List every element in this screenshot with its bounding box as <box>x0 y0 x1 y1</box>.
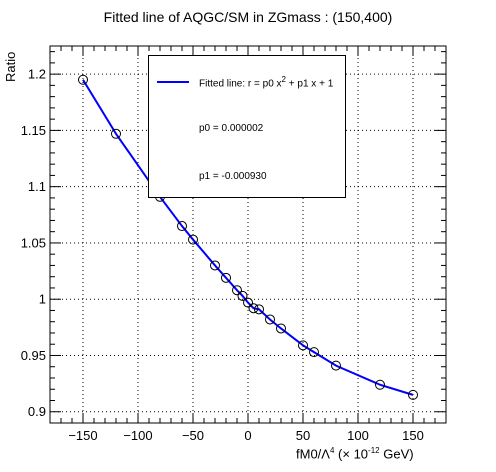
x-axis-label: fM0/Λ4 (× 10-12 GeV) <box>296 446 414 461</box>
data-point <box>408 389 418 400</box>
data-point <box>265 314 275 325</box>
x-tick-label: 0 <box>244 428 251 443</box>
y-tick-label: 1.05 <box>21 235 46 250</box>
data-point <box>221 272 231 283</box>
data-point <box>237 290 248 301</box>
legend-fit-label: Fitted line: r = p0 x2 + p1 x + 1 <box>199 75 333 89</box>
y-tick-label: 1.2 <box>28 67 46 82</box>
x-tick-label: −100 <box>123 428 152 443</box>
legend-fit-line-swatch <box>157 81 189 83</box>
data-point <box>111 128 121 139</box>
axis-ticks <box>49 46 447 424</box>
data-point <box>232 285 242 296</box>
y-tick-label: 0.95 <box>21 348 46 363</box>
legend: Fitted line: r = p0 x2 + p1 x + 1 p0 = 0… <box>148 55 346 198</box>
legend-p0-value: p0 = 0.000002 <box>199 123 264 134</box>
x-axis-label-middle: (× 10 <box>334 446 369 462</box>
chart-title: Fitted line of AQGC/SM in ZGmass : (150,… <box>103 9 393 25</box>
x-tick-label: 150 <box>402 428 424 443</box>
legend-fit-label-exponent: 2 <box>281 75 286 84</box>
data-point <box>177 221 187 232</box>
x-axis-label-exponent: -12 <box>368 446 380 455</box>
legend-p1-value: p1 = -0.000930 <box>199 171 267 182</box>
x-axis-label-prefix: fM0/ <box>296 446 322 462</box>
y-axis-label: Ratio <box>3 51 18 82</box>
data-point <box>375 379 385 390</box>
x-tick-label: −150 <box>68 428 97 443</box>
data-point <box>298 340 308 351</box>
y-tick-label: 1.1 <box>28 179 46 194</box>
legend-fit-label-suffix: + p1 x + 1 <box>286 78 334 90</box>
x-axis-label-suffix: GeV) <box>379 446 414 462</box>
data-point <box>78 74 88 85</box>
data-point <box>248 303 259 314</box>
x-axis-label-lambda: Λ <box>321 446 330 462</box>
legend-fit-label-prefix: Fitted line: r = p0 x <box>199 78 282 90</box>
data-point <box>243 297 253 308</box>
x-tick-label: −50 <box>182 428 204 443</box>
x-axis-label-exponent-4: 4 <box>329 446 335 455</box>
fit-line <box>82 79 414 396</box>
tick-labels: −150 −100 −50 0 50 100 150 0.9 0.95 1 1.05 1.1 1.15 1… <box>21 67 424 443</box>
data-point <box>276 323 286 334</box>
y-tick-label: 1.15 <box>21 123 46 138</box>
x-tick-label: 50 <box>296 428 310 443</box>
grid-lines <box>50 46 446 423</box>
data-point <box>309 347 319 358</box>
x-tick-label: 100 <box>347 428 369 443</box>
y-tick-label: 0.9 <box>28 404 46 419</box>
y-tick-label: 1 <box>39 292 46 307</box>
data-point <box>188 234 198 245</box>
data-point <box>331 360 341 371</box>
data-point <box>254 304 264 315</box>
data-point <box>210 260 220 271</box>
